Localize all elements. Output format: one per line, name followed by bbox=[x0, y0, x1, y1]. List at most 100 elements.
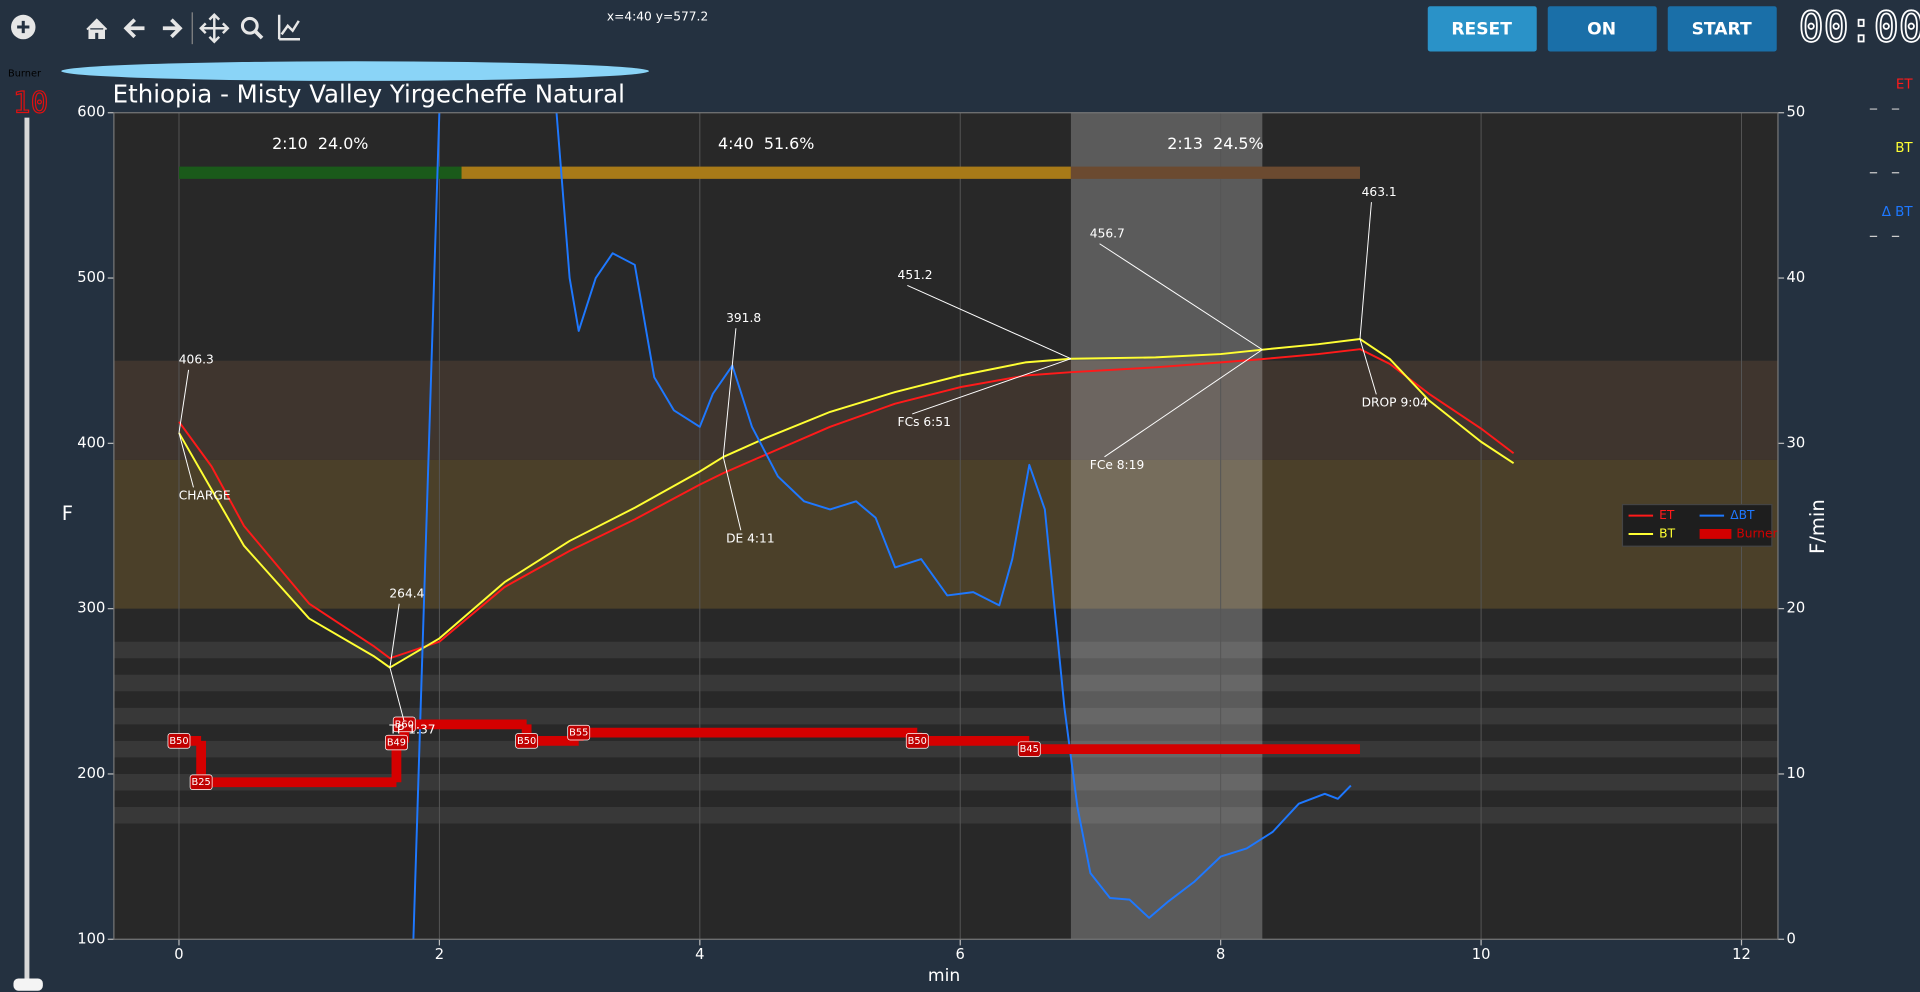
button-label[interactable]: RESET bbox=[1451, 19, 1512, 39]
burner-label: B55 bbox=[569, 728, 588, 739]
burner-label: B50 bbox=[169, 736, 188, 747]
annotation-event: TP 1:37 bbox=[388, 722, 435, 736]
band bbox=[113, 459, 1778, 609]
phase-bar bbox=[461, 166, 1071, 179]
legend-label: Burner bbox=[1736, 526, 1778, 540]
series-line bbox=[178, 348, 1515, 660]
zoom-button[interactable] bbox=[240, 16, 259, 35]
burner-label: B25 bbox=[192, 777, 211, 788]
burner-label-box bbox=[1017, 741, 1041, 757]
y-tick-label: 400 bbox=[77, 434, 105, 451]
annotation-leader bbox=[722, 456, 742, 531]
x-tick-label: 4 bbox=[695, 946, 704, 963]
annotation-leader bbox=[178, 369, 190, 434]
annotation-event: FCs 6:51 bbox=[898, 415, 951, 429]
y-tick-label: 600 bbox=[77, 104, 105, 121]
button-label[interactable]: START bbox=[1692, 19, 1752, 39]
y2-axis-label: F/min bbox=[1806, 499, 1829, 554]
burner-label-box bbox=[392, 716, 416, 733]
legend-label: BT bbox=[1659, 526, 1675, 540]
burner-label-box bbox=[515, 733, 539, 749]
annotation-leader bbox=[389, 603, 400, 668]
slider-handle[interactable] bbox=[13, 978, 43, 991]
home-button[interactable] bbox=[86, 18, 108, 39]
cursor-coords: x=4:40 y=577.2 bbox=[607, 10, 708, 24]
edit-curves-button[interactable] bbox=[277, 14, 300, 41]
annotation-value: 406.3 bbox=[179, 353, 214, 367]
readout-blank bbox=[1869, 108, 1900, 238]
burner-label: B45 bbox=[1020, 744, 1039, 755]
forward-button[interactable] bbox=[162, 18, 183, 39]
plot-overlay: 0 2 4 6 8 10 12 100 200 300 400 500 600 0 10 20 30 40 50 2:… bbox=[77, 104, 1805, 963]
y-tick-label: 100 bbox=[77, 930, 105, 947]
annotation-event: DROP 9:04 bbox=[1362, 395, 1429, 409]
burner-label-box bbox=[905, 733, 929, 749]
burner-label-box bbox=[567, 724, 591, 741]
annotation-leader bbox=[912, 358, 1072, 415]
y2-tick-label: 40 bbox=[1787, 269, 1806, 286]
start-button[interactable] bbox=[1667, 6, 1777, 52]
annotation-leader bbox=[1099, 243, 1263, 351]
readout-label: Δ BT bbox=[1882, 205, 1914, 220]
burner-label-box bbox=[189, 774, 213, 790]
burner-label: B49 bbox=[387, 738, 406, 749]
burner-label-box bbox=[385, 734, 408, 751]
band bbox=[113, 773, 1778, 791]
y-axis-label: F bbox=[62, 502, 73, 525]
slider-value: 10 bbox=[13, 86, 48, 120]
phase-label: 2:10 24.0% bbox=[272, 134, 368, 153]
x-tick-label: 10 bbox=[1472, 946, 1491, 963]
y-tick-label: 300 bbox=[77, 600, 105, 617]
annotation-value: 463.1 bbox=[1362, 185, 1397, 199]
x-tick-label: 6 bbox=[956, 946, 965, 963]
plot-frame bbox=[113, 112, 1779, 940]
series-line bbox=[412, 112, 441, 940]
burner-label: B50 bbox=[517, 736, 536, 747]
band bbox=[113, 360, 1778, 460]
timer: 00:00 bbox=[1799, 3, 1920, 52]
readout-label: ET bbox=[1896, 78, 1914, 93]
phase-label: 2:13 24.5% bbox=[1167, 134, 1263, 153]
legend-label: ET bbox=[1659, 508, 1675, 522]
phase-bar bbox=[1070, 166, 1360, 179]
series-line bbox=[178, 338, 1515, 669]
phase-bar bbox=[178, 166, 462, 179]
band bbox=[113, 641, 1778, 659]
plot-background bbox=[113, 112, 1778, 940]
annotation-event: CHARGE bbox=[179, 489, 231, 503]
chart-title: Ethiopia - Misty Valley Yirgecheffe Natu… bbox=[113, 80, 625, 109]
band bbox=[113, 807, 1778, 824]
annotation-event: FCe 8:19 bbox=[1090, 458, 1144, 472]
highlight bbox=[1070, 112, 1263, 940]
x-tick-label: 2 bbox=[435, 946, 444, 963]
reset-button[interactable] bbox=[1427, 6, 1537, 52]
y2-tick-label: 30 bbox=[1787, 434, 1806, 451]
toolbar bbox=[11, 12, 300, 45]
zoom-handle bbox=[253, 29, 264, 40]
y2-tick-label: 50 bbox=[1787, 104, 1806, 121]
x-tick-label: 0 bbox=[174, 946, 183, 963]
pan-button[interactable] bbox=[199, 13, 230, 44]
annotation-leader bbox=[722, 328, 737, 457]
phase-label: 4:40 51.6% bbox=[718, 134, 814, 153]
band bbox=[113, 674, 1778, 692]
annotation-value: 264.4 bbox=[389, 586, 424, 600]
annotation-leader bbox=[389, 667, 405, 722]
y-tick-label: 200 bbox=[77, 765, 105, 782]
readout-label: BT bbox=[1895, 141, 1913, 156]
button-label[interactable]: ON bbox=[1587, 19, 1616, 39]
burner-label: B60 bbox=[395, 719, 414, 730]
on-button[interactable] bbox=[1547, 6, 1657, 52]
annotation-value: 391.8 bbox=[726, 311, 761, 325]
y-tick-label: 500 bbox=[77, 269, 105, 286]
annotation-leader bbox=[1104, 349, 1263, 458]
slider-track[interactable] bbox=[24, 117, 30, 983]
y2-tick-label: 10 bbox=[1787, 765, 1806, 782]
back-button[interactable] bbox=[123, 18, 145, 39]
slider-label: Burner bbox=[8, 69, 42, 80]
annotation-leader bbox=[1359, 338, 1377, 395]
y2-tick-label: 0 bbox=[1787, 930, 1796, 947]
annotation-leader bbox=[907, 284, 1072, 360]
